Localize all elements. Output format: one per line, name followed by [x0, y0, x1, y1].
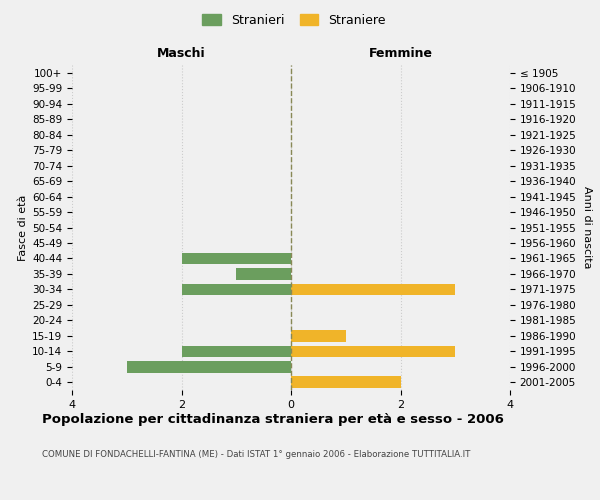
Bar [182, 346, 291, 357]
Text: Popolazione per cittadinanza straniera per età e sesso - 2006: Popolazione per cittadinanza straniera p… [42, 412, 504, 426]
Legend: Stranieri, Straniere: Stranieri, Straniere [197, 8, 391, 32]
Bar [182, 252, 291, 264]
Bar [127, 361, 291, 372]
Text: COMUNE DI FONDACHELLI-FANTINA (ME) - Dati ISTAT 1° gennaio 2006 - Elaborazione T: COMUNE DI FONDACHELLI-FANTINA (ME) - Dat… [42, 450, 470, 459]
Text: Femmine: Femmine [368, 48, 433, 60]
Bar [291, 376, 401, 388]
Text: Maschi: Maschi [157, 48, 206, 60]
Bar [236, 268, 291, 280]
Y-axis label: Fasce di età: Fasce di età [18, 194, 28, 260]
Bar [182, 284, 291, 295]
Bar [291, 330, 346, 342]
Bar [291, 284, 455, 295]
Y-axis label: Anni di nascita: Anni di nascita [582, 186, 592, 269]
Bar [291, 346, 455, 357]
